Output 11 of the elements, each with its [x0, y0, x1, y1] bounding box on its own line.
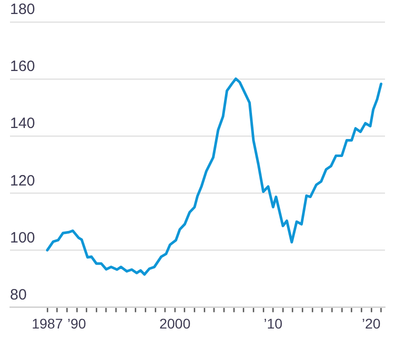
y-tick-label: 180 — [10, 1, 36, 18]
y-tick-label: 100 — [10, 229, 36, 246]
x-tick-label: 1987 — [32, 315, 64, 332]
x-tick-label: 2000 — [159, 315, 191, 332]
y-tick-label: 120 — [10, 172, 36, 190]
x-tick-label: ’10 — [264, 315, 283, 332]
x-tick-label: ’90 — [67, 315, 86, 332]
x-tick-label: ’20 — [362, 315, 381, 332]
y-tick-label: 80 — [10, 286, 27, 304]
y-tick-label: 160 — [10, 58, 36, 76]
y-tick-label: 140 — [10, 115, 36, 132]
